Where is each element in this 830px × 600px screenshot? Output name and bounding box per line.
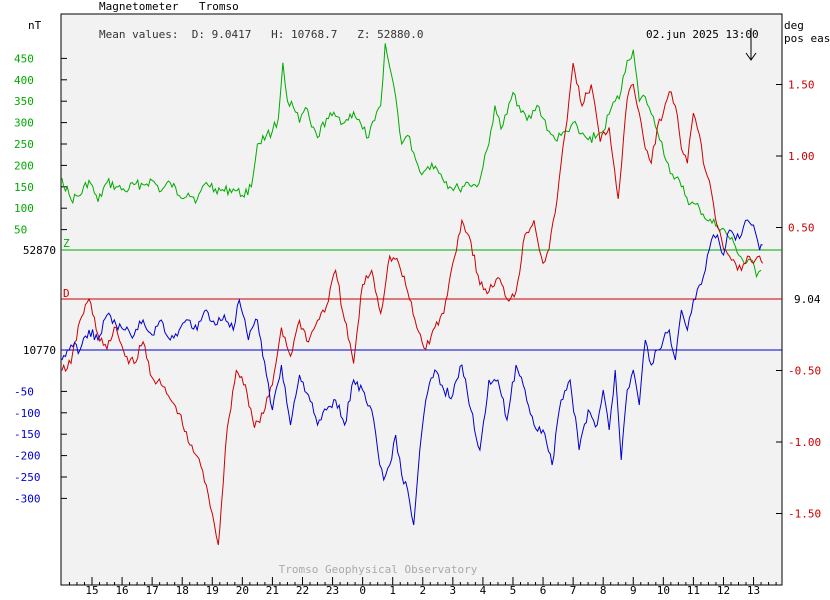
x-tick-label: 19	[206, 584, 219, 597]
x-tick-label: 0	[359, 584, 366, 597]
right-tick-label: -1.00	[788, 436, 821, 449]
x-tick-marks	[68, 577, 777, 585]
x-tick-label: 11	[687, 584, 700, 597]
series-line-z	[61, 43, 762, 279]
left-tick-label-z: 150	[14, 181, 34, 194]
baseline-label-h: 10770	[23, 344, 56, 357]
x-tick-label: 9	[630, 584, 637, 597]
watermark: Tromso Geophysical Observatory	[279, 563, 478, 576]
right-axis: 1.50 1.00 0.50 -0.50 -1.00 -1.50	[776, 79, 821, 521]
right-axis-unit: deg	[784, 19, 804, 32]
left-tick-label-z: 300	[14, 117, 34, 130]
x-tick-label: 15	[85, 584, 98, 597]
x-tick-label: 7	[570, 584, 577, 597]
x-tick-label: 2	[419, 584, 426, 597]
right-tick-label: 0.50	[788, 222, 815, 235]
right-tick-label: 1.00	[788, 150, 815, 163]
left-tick-label-h: -100	[14, 407, 41, 420]
x-tick-label: 1	[389, 584, 396, 597]
right-axis-unit-2: pos east	[784, 32, 830, 45]
x-tick-label: 12	[717, 584, 730, 597]
series-lines	[61, 43, 764, 546]
baseline-label-z: 52870	[23, 244, 56, 257]
x-tick-label: 16	[115, 584, 128, 597]
time-arrow-icon	[745, 28, 757, 61]
x-tick-label: 20	[236, 584, 249, 597]
x-tick-label: 22	[296, 584, 309, 597]
x-tick-label: 10	[657, 584, 670, 597]
x-tick-label: 8	[600, 584, 607, 597]
baseline-marker-d: D	[63, 287, 70, 300]
series-line-d	[61, 63, 764, 546]
x-tick-label: 6	[540, 584, 547, 597]
left-axis: 450 400 350 300 250 200 150 100 50 -50 -100 -150 -20…	[14, 52, 67, 505]
baseline-label-d: 9.04	[794, 293, 821, 306]
right-tick-label: -1.50	[788, 508, 821, 521]
x-tick-label: 4	[480, 584, 487, 597]
right-tick-label: -0.50	[788, 365, 821, 378]
series-line-h	[61, 219, 763, 526]
left-tick-label-z: 450	[14, 52, 34, 65]
mean-values-label: Mean values: D: 9.0417 H: 10768.7 Z: 528…	[99, 28, 424, 41]
left-tick-label-z: 400	[14, 74, 34, 87]
timestamp-label: 02.jun 2025 13:00	[646, 28, 759, 41]
x-tick-label: 3	[450, 584, 457, 597]
right-tick-label: 1.50	[788, 79, 815, 92]
left-tick-label-h: -300	[14, 492, 41, 505]
station-label: Tromso	[199, 0, 239, 13]
bottom-axis: 15 16 17 18 19 20 21 22 23 0 1 2 3 4 5 6 7 8 9 10 11 12 13	[85, 584, 760, 597]
left-tick-label-h: -250	[14, 471, 41, 484]
left-tick-label-z: 350	[14, 95, 34, 108]
left-tick-label-z: 250	[14, 138, 34, 151]
left-tick-label-z: 50	[14, 224, 27, 237]
left-axis-unit: nT	[28, 19, 42, 32]
left-tick-label-h: -50	[14, 385, 34, 398]
baselines: Z D 52870 10770 9.04	[23, 237, 821, 357]
left-tick-label-h: -200	[14, 450, 41, 463]
x-tick-label: 18	[176, 584, 189, 597]
left-tick-label-z: 100	[14, 202, 34, 215]
x-tick-label: 13	[747, 584, 760, 597]
x-tick-label: 21	[266, 584, 279, 597]
x-tick-label: 5	[510, 584, 517, 597]
baseline-marker-z: Z	[63, 237, 70, 250]
left-tick-label-z: 200	[14, 159, 34, 172]
x-tick-label: 23	[326, 584, 339, 597]
x-tick-label: 17	[146, 584, 159, 597]
instrument-label: Magnetometer	[99, 0, 179, 13]
left-tick-label-h: -150	[14, 428, 41, 441]
